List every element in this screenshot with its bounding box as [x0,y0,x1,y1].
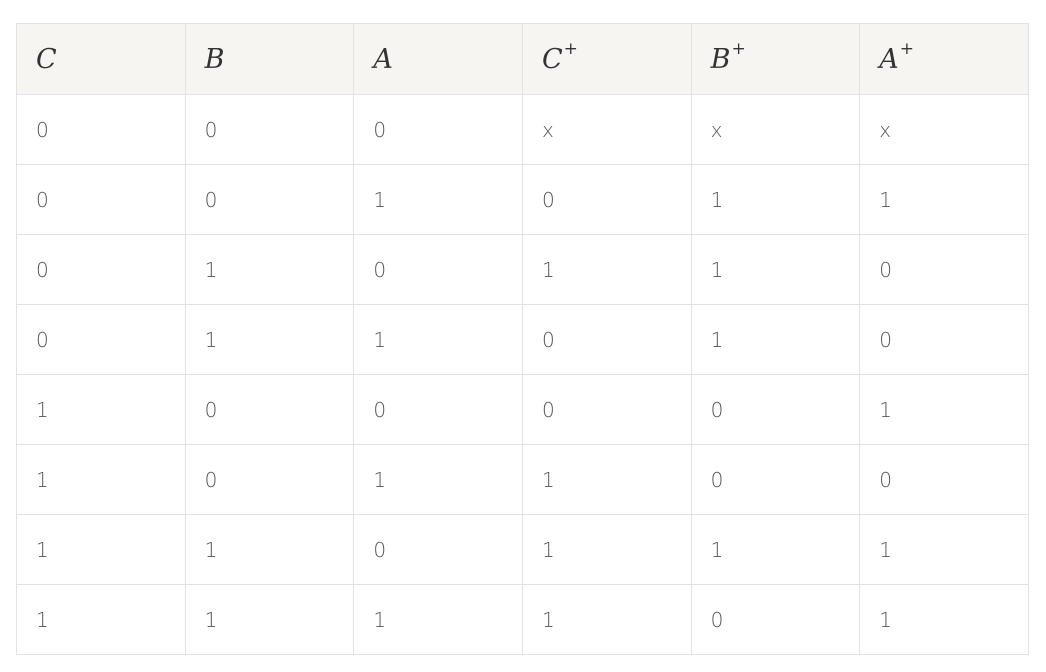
table-cell: 1 [521,234,692,305]
table-cell: 0 [184,374,355,445]
table-header: C B A C+ B+ A+ [16,23,1029,95]
table-cell: 0 [16,94,186,165]
header-var: C [541,44,563,75]
table-cell: 1 [16,374,186,445]
table-cell: 0 [521,374,692,445]
header-cell-c: C [16,23,186,95]
table-cell: 0 [521,304,692,375]
table-cell: 0 [690,374,861,445]
table-cell: 0 [16,164,186,235]
table-cell: x [690,94,861,165]
table-cell: 0 [353,514,523,585]
table-cell: 1 [690,514,861,585]
table-row: 0 0 0 x x x [16,94,1029,165]
table-cell: 1 [353,164,523,235]
table-cell: 1 [184,514,355,585]
header-cell-b-next: B+ [690,23,861,95]
table-cell: 0 [521,164,692,235]
table-cell: 1 [690,164,861,235]
table-cell: 0 [859,444,1029,515]
table-cell: 1 [859,374,1029,445]
table-row: 1 0 0 0 0 1 [16,374,1029,445]
table-row: 0 0 1 0 1 1 [16,164,1029,235]
table-cell: 1 [690,234,861,305]
table-cell: 0 [859,304,1029,375]
table-cell: 0 [690,444,861,515]
table-cell: 1 [16,514,186,585]
table-cell: 1 [184,304,355,375]
table-cell: 1 [859,514,1029,585]
table-cell: 1 [690,304,861,375]
table-cell: 1 [16,444,186,515]
table-cell: 1 [353,584,523,655]
table-cell: 0 [353,374,523,445]
header-var: A [879,44,899,75]
state-transition-table: C B A C+ B+ A+ 0 0 0 x x x 0 0 1 0 1 1 0… [16,23,1029,655]
table-row: 1 1 0 1 1 1 [16,514,1029,585]
table-cell: x [521,94,692,165]
table-cell: 0 [184,444,355,515]
table-cell: 1 [521,514,692,585]
table-row: 0 1 0 1 1 0 [16,234,1029,305]
header-cell-a: A [353,23,523,95]
table-cell: 0 [859,234,1029,305]
table-body: 0 0 0 x x x 0 0 1 0 1 1 0 1 0 1 1 0 0 1 … [16,94,1029,655]
table-cell: 0 [690,584,861,655]
table-cell: 1 [859,584,1029,655]
header-cell-a-next: A+ [859,23,1029,95]
table-cell: 1 [184,234,355,305]
table-cell: 0 [184,164,355,235]
table-row: 1 0 1 1 0 0 [16,444,1029,515]
table-cell: 1 [353,444,523,515]
table-cell: 1 [16,584,186,655]
header-cell-b: B [184,23,355,95]
table-cell: 1 [353,304,523,375]
table-cell: 0 [184,94,355,165]
table-cell: 0 [16,234,186,305]
table-row: 1 1 1 1 0 1 [16,584,1029,655]
header-sup: + [731,39,746,59]
header-var: B [710,44,731,75]
table-row: 0 1 1 0 1 0 [16,304,1029,375]
table-cell: 0 [353,94,523,165]
table-cell: 0 [16,304,186,375]
table-cell: x [859,94,1029,165]
header-sup: + [563,39,578,59]
header-var: B [204,44,225,75]
table-cell: 1 [521,584,692,655]
table-cell: 1 [859,164,1029,235]
header-var: A [373,44,393,75]
table-cell: 0 [353,234,523,305]
header-cell-c-next: C+ [521,23,692,95]
table-cell: 1 [521,444,692,515]
header-sup: + [899,39,915,59]
table-cell: 1 [184,584,355,655]
header-row: C B A C+ B+ A+ [16,23,1029,95]
header-var: C [36,44,57,75]
